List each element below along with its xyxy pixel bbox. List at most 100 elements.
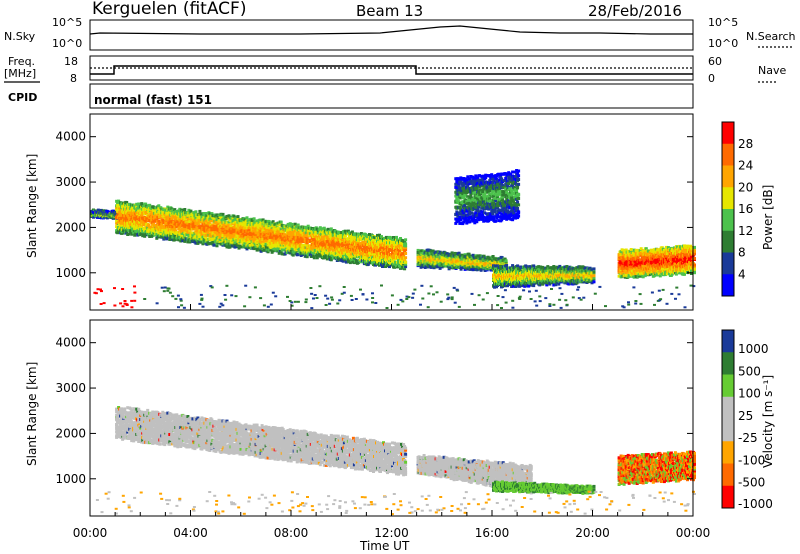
power-cell-1 <box>265 228 269 232</box>
power-cell-1 <box>299 254 303 257</box>
power-cell-1 <box>188 220 192 224</box>
power-cell-1 <box>269 248 273 252</box>
power-cell-1 <box>204 236 208 239</box>
power-cell-1 <box>188 236 192 240</box>
power-cell-1 <box>181 239 185 243</box>
power-cell-1 <box>142 205 146 208</box>
power-cell-1 <box>219 227 223 231</box>
power-cell-1 <box>136 206 140 210</box>
power-cell-1 <box>171 225 175 229</box>
power-cell-1 <box>120 219 124 223</box>
power-cell-1 <box>279 227 283 231</box>
power-cell-1 <box>221 212 225 216</box>
power-cell-1 <box>234 217 238 221</box>
power-cell-1 <box>210 219 214 222</box>
power-cell-1 <box>189 209 193 213</box>
power-cell-1 <box>324 254 328 258</box>
power-cell-1 <box>208 212 212 216</box>
power-cell-1 <box>314 235 318 239</box>
power-cell-1 <box>305 251 309 255</box>
power-cell-1 <box>177 227 181 231</box>
power-cell-1 <box>326 238 330 242</box>
power-cell-1 <box>133 233 137 237</box>
power-cell-1 <box>129 220 133 224</box>
power-cell-1 <box>201 242 205 246</box>
power-cell-1 <box>204 212 208 215</box>
power-cell-1 <box>315 243 319 247</box>
power-cell-1 <box>198 209 202 213</box>
nsky-tick-lo: 10^0 <box>52 37 82 50</box>
power-cell-1 <box>117 199 121 203</box>
power-cell-1 <box>190 232 194 236</box>
power-cell-1 <box>294 245 298 249</box>
power-cell-1 <box>158 210 162 214</box>
power-cell-1 <box>252 217 256 221</box>
power-cell-1 <box>206 216 210 220</box>
power-cell-0 <box>96 208 100 212</box>
power-cell-1 <box>231 241 235 245</box>
power-cell-1 <box>233 240 237 244</box>
power-cell-1 <box>144 219 148 223</box>
power-cell-1 <box>404 238 408 242</box>
power-cell-1 <box>135 202 139 206</box>
power-cell-1 <box>316 235 320 239</box>
power-cell-1 <box>301 246 305 250</box>
power-cell-1 <box>311 251 315 255</box>
power-cell-1 <box>254 238 258 241</box>
freq-label-1: Freq. <box>8 55 35 68</box>
freq-panel: Freq. [MHz] 18 8 60 0 Nave <box>4 55 786 85</box>
power-cell-1 <box>225 214 229 218</box>
power-cell-0 <box>107 210 111 214</box>
power-cell-1 <box>189 233 193 237</box>
power-cell-1 <box>164 235 168 239</box>
power-cell-1 <box>251 243 255 247</box>
power-cell-1 <box>188 211 192 215</box>
power-cell-1 <box>241 231 245 235</box>
power-cell-1 <box>140 202 144 206</box>
power-cell-1 <box>273 247 277 251</box>
power-cell-1 <box>220 215 224 219</box>
power-cell-1 <box>326 227 330 231</box>
nsky-label: N.Sky <box>4 30 36 43</box>
power-cell-1 <box>227 242 231 246</box>
power-cell-1 <box>171 235 175 239</box>
power-cell-1 <box>290 222 294 226</box>
power-cell-1 <box>330 253 334 257</box>
power-cell-1 <box>310 236 314 240</box>
power-cell-1 <box>179 210 183 214</box>
power-cell-1 <box>251 237 255 241</box>
power-cell-1 <box>404 242 408 246</box>
power-cell-1 <box>162 210 166 213</box>
power-cell-1 <box>187 238 191 242</box>
power-cell-1 <box>303 228 307 232</box>
power-cell-1 <box>161 212 165 215</box>
power-cell-1 <box>285 229 289 233</box>
freq-tick-hi: 18 <box>64 55 78 68</box>
freq-trace <box>90 65 693 75</box>
power-cell-1 <box>161 228 165 232</box>
power-cell-1 <box>404 260 408 264</box>
power-cell-1 <box>188 240 192 244</box>
power-cell-1 <box>246 232 250 236</box>
power-cell-1 <box>199 240 203 244</box>
power-cell-1 <box>132 209 136 213</box>
power-cell-1 <box>280 238 284 242</box>
nave-tick-lo: 0 <box>708 72 715 85</box>
power-cell-1 <box>115 229 119 233</box>
power-cell-1 <box>306 252 310 256</box>
power-cell-1 <box>205 242 209 246</box>
power-cell-1 <box>194 234 198 238</box>
power-cell-1 <box>191 225 195 228</box>
power-cell-1 <box>167 208 171 212</box>
power-cell-1 <box>254 229 258 233</box>
power-cell-1 <box>211 240 215 244</box>
date-title: 28/Feb/2016 <box>588 2 682 20</box>
power-cell-1 <box>132 223 136 227</box>
power-cell-1 <box>143 234 147 238</box>
power-cell-1 <box>166 212 170 216</box>
power-cell-1 <box>135 218 139 222</box>
power-cell-1 <box>216 221 220 225</box>
power-cell-1 <box>218 226 222 229</box>
power-cell-1 <box>135 209 139 213</box>
